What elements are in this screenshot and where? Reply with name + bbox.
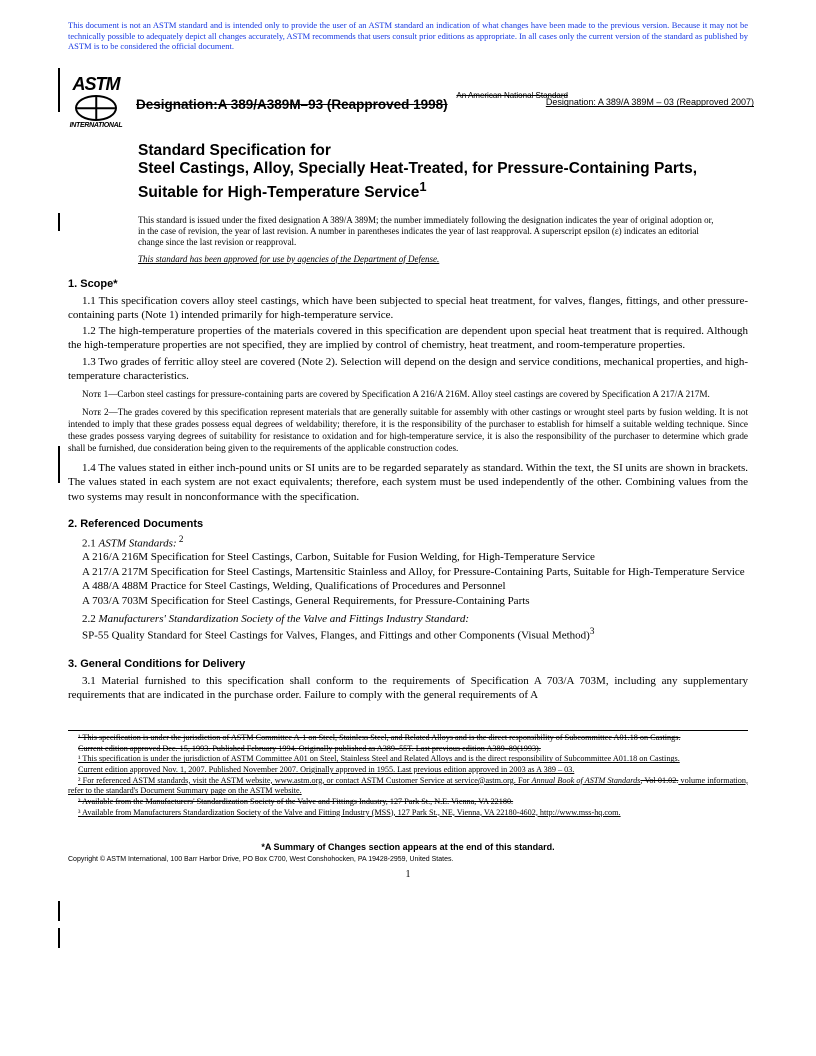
logo-text-top: ASTM — [73, 74, 120, 95]
designation-line: An American National Standard Designatio… — [136, 91, 748, 112]
globe-icon — [75, 95, 117, 121]
copyright: Copyright © ASTM International, 100 Barr… — [68, 856, 748, 863]
designation-new: Designation: A 389/A 389M – 03 (Reapprov… — [546, 97, 754, 107]
ref-a216: A 216/A 216M Specification for Steel Cas… — [68, 550, 748, 565]
fn2: ² For referenced ASTM standards, visit t… — [68, 776, 748, 797]
astm-logo: ASTM INTERNATIONAL — [68, 70, 124, 134]
change-bar — [58, 68, 60, 112]
change-bar — [58, 213, 60, 231]
issuance-note: This standard is issued under the fixed … — [138, 215, 718, 249]
title-block: Standard Specification for Steel Casting… — [138, 142, 748, 203]
scope-1-2: 1.2 The high-temperature properties of t… — [68, 324, 748, 353]
scope-1-1: 1.1 This specification covers alloy stee… — [68, 294, 748, 323]
summary-note: *A Summary of Changes section appears at… — [68, 842, 748, 852]
fn3-new: ³ Available from Manufacturers Standardi… — [68, 808, 748, 819]
ref-a703: A 703/A 703M Specification for Steel Cas… — [68, 594, 748, 609]
ref-2-2: 2.2 Manufacturers' Standardization Socie… — [68, 613, 748, 625]
fn1b-old: Current edition approved Dec. 15, 1993. … — [68, 744, 748, 755]
footnotes: ¹ This specification is under the jurisd… — [68, 730, 748, 818]
scope-1-4: 1.4 The values stated in either inch-pou… — [68, 461, 748, 504]
scope-body2: 1.4 The values stated in either inch-pou… — [68, 461, 748, 504]
ref-sp55: SP-55 Quality Standard for Steel Casting… — [68, 625, 748, 644]
header-row: ASTM INTERNATIONAL An American National … — [68, 70, 748, 134]
fn1-old: ¹ This specification is under the jurisd… — [68, 733, 748, 744]
section-scope-heading: 1. Scope* — [68, 278, 748, 290]
note-1: Nᴏᴛᴇ 1—Carbon steel castings for pressur… — [68, 389, 748, 401]
change-bar — [58, 928, 60, 948]
scope-body: 1.1 This specification covers alloy stee… — [68, 294, 748, 384]
ref-a217: A 217/A 217M Specification for Steel Cas… — [68, 565, 748, 580]
title-line1: Standard Specification for — [138, 142, 748, 161]
section-gen-heading: 3. General Conditions for Delivery — [68, 658, 748, 670]
dod-approval: This standard has been approved for use … — [138, 254, 748, 264]
fn1-new: ¹ This specification is under the jurisd… — [68, 754, 748, 765]
gen-body: 3.1 Material furnished to this specifica… — [68, 674, 748, 703]
fn3-old: ³ Available from the Manufacturers' Stan… — [68, 797, 748, 808]
page-number: 1 — [68, 869, 748, 880]
change-bar — [58, 446, 60, 483]
ref-a488: A 488/A 488M Practice for Steel Castings… — [68, 579, 748, 594]
disclaimer-text: This document is not an ASTM standard an… — [68, 20, 748, 52]
note-2: Nᴏᴛᴇ 2—The grades covered by this specif… — [68, 407, 748, 455]
scope-1-3: 1.3 Two grades of ferritic alloy steel a… — [68, 355, 748, 384]
title-line2: Steel Castings, Alloy, Specially Heat-Tr… — [138, 160, 748, 202]
ref-2-1: 2.1 ASTM Standards: 2 — [68, 534, 748, 550]
designation-old: Designation:A 389/A389M–93 (Reapproved 1… — [136, 97, 448, 112]
section-ref-heading: 2. Referenced Documents — [68, 518, 748, 530]
change-bar — [58, 901, 60, 921]
logo-text-bottom: INTERNATIONAL — [70, 122, 123, 129]
fn1b-new: Current edition approved Nov. 1, 2007. P… — [68, 765, 748, 776]
gen-3-1: 3.1 Material furnished to this specifica… — [68, 674, 748, 703]
